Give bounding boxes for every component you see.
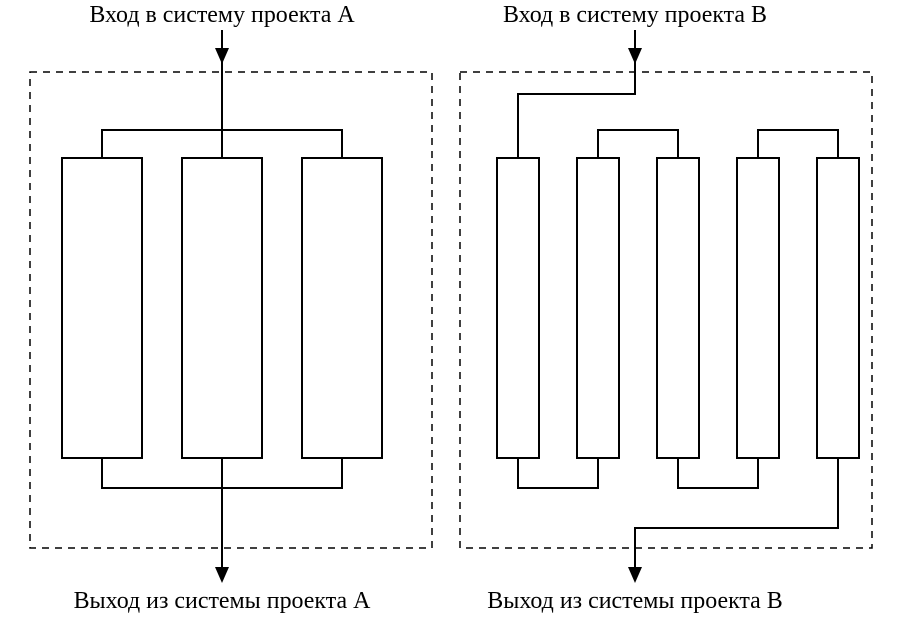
diagram-a-block-1 (62, 158, 142, 458)
diagram-a-block-2 (182, 158, 262, 458)
label-b-output: Выход из системы проекта В (487, 588, 782, 614)
label-a-input: Вход в систему проекта А (89, 2, 355, 28)
diagram-b-block-1 (497, 158, 539, 458)
diagram-b-block-3 (657, 158, 699, 458)
label-b-input: Вход в систему проекта В (503, 2, 767, 28)
diagram-b-block-5 (817, 158, 859, 458)
diagram-a-block-3 (302, 158, 382, 458)
diagram-b-block-2 (577, 158, 619, 458)
diagram-b-block-4 (737, 158, 779, 458)
label-a-output: Выход из системы проекта А (74, 588, 372, 614)
